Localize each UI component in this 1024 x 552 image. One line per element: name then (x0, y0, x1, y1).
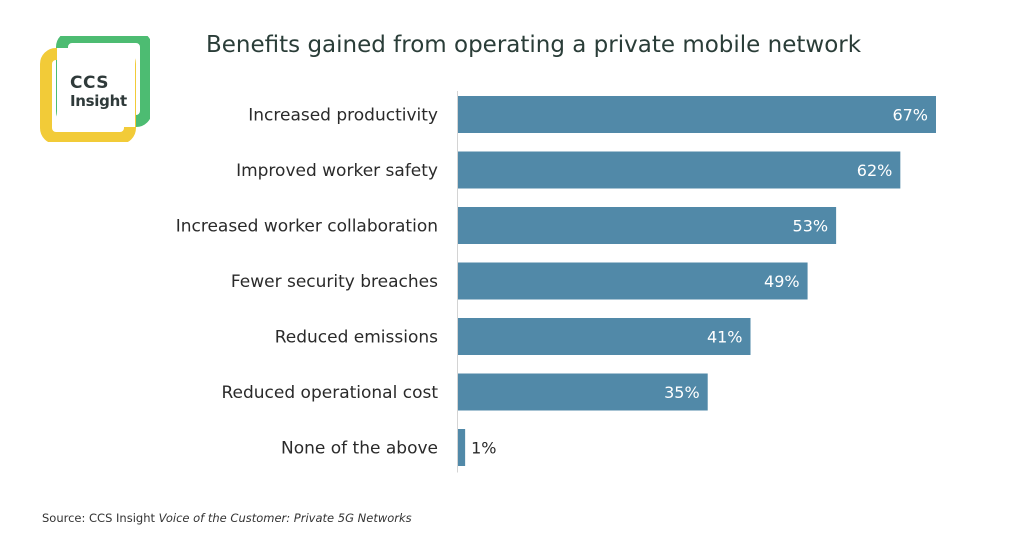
category-label: Reduced emissions (275, 328, 438, 348)
bar (458, 429, 466, 466)
logo-inner-square (57, 48, 135, 127)
logo-mark (40, 31, 152, 144)
logo-text: CCS Insight (70, 75, 127, 109)
logo-text-line1: CCS (70, 73, 110, 93)
category-label: Reduced operational cost (221, 383, 438, 403)
value-label: 53% (793, 217, 829, 236)
category-label: Improved worker safety (236, 161, 438, 181)
logo-text-line2: Insight (70, 92, 127, 110)
value-label: 62% (857, 161, 893, 180)
category-label: Fewer security breaches (231, 272, 438, 292)
bar-chart: Increased productivity 67% Improved worker… (176, 91, 936, 473)
category-label: None of the above (281, 439, 438, 459)
value-label: 49% (764, 272, 800, 291)
chart-title: Benefits gained from operating a private… (206, 32, 862, 58)
value-label: 1% (471, 439, 496, 458)
category-label: Increased productivity (248, 106, 438, 126)
bar (458, 373, 708, 411)
ccs-insight-logo: CCS Insight (40, 31, 152, 144)
source-title: Voice of the Customer: Private 5G Networ… (158, 511, 412, 525)
bar (458, 151, 901, 189)
category-label: Increased worker collaboration (176, 217, 438, 237)
value-label: 67% (892, 106, 928, 125)
bar (458, 207, 837, 244)
bars-group: Increased productivity 67% Improved worker… (176, 96, 936, 466)
source-prefix: Source: CCS Insight (42, 511, 159, 525)
value-label: 41% (707, 328, 743, 347)
bar (458, 96, 936, 133)
source-note: Source: CCS Insight Voice of the Custome… (42, 511, 412, 525)
bar (458, 318, 751, 355)
value-label: 35% (664, 383, 700, 402)
bar (458, 262, 808, 300)
